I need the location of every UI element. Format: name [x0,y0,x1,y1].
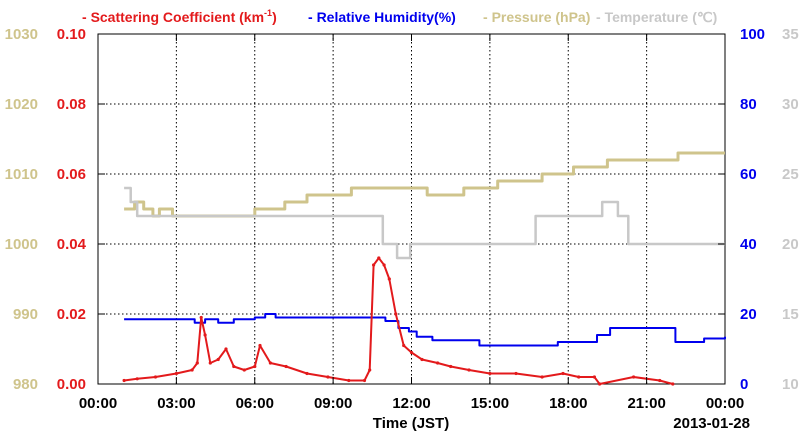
data-point-scattering [122,378,126,383]
temperature-tick-label: 15 [782,306,799,323]
data-point-scattering [598,382,602,386]
x-tick-labels: 00:00 03:00 06:00 09:00 12:00 15:00 18:00 21:00… [79,395,744,412]
scattering-tick-label: 0.00 [57,376,86,393]
humidity-tick-label: 60 [740,166,757,183]
humidity-tick-label: 80 [740,96,757,113]
data-point-scattering [224,347,228,351]
series-layer [122,151,726,386]
pressure-tick-label: 1030 [5,26,38,43]
temperature-tick-label: 20 [782,236,799,253]
data-point-scattering [377,256,381,260]
data-point-scattering [387,277,391,281]
x-axis-label: Time (JST) [373,415,449,432]
data-point-scattering [540,375,544,379]
data-point-scattering [488,371,492,376]
tick-marks [97,33,726,385]
legend-pressure: - Pressure (hPa) [483,9,590,25]
x-tick-label: 03:00 [157,395,195,412]
scattering-tick-label: 0.10 [57,26,86,43]
data-point-scattering [368,368,372,372]
humidity-tick-label: 0 [740,376,748,393]
data-point-scattering [190,368,194,372]
x-tick-label: 00:00 [706,395,744,412]
pressure-tick-label: 1000 [5,236,38,253]
data-point-scattering [394,312,398,316]
data-point-scattering [135,377,139,381]
data-point-scattering [436,361,440,365]
series-line-temperature [124,186,725,260]
data-point-scattering [305,371,309,376]
data-point-scattering [514,371,518,376]
x-tick-label: 06:00 [236,395,274,412]
humidity-tick-label: 20 [740,306,757,323]
scattering-tick-label: 0.06 [57,166,86,183]
data-point-scattering [362,378,367,383]
series-pressure [124,151,725,218]
data-point-scattering [577,375,581,379]
data-point-scattering [174,371,178,376]
series-scattering [122,256,675,386]
data-point-scattering [658,378,662,383]
data-point-scattering [242,368,246,372]
scattering-tick-label: 0.02 [57,306,86,323]
scattering-tick-label: 0.04 [57,236,87,253]
data-point-scattering [326,375,330,379]
data-point-scattering [195,361,199,365]
date-label: 2013-01-28 [673,415,750,432]
data-point-scattering [208,361,212,365]
series-humidity [124,313,726,347]
scattering-tick-label: 0.08 [57,96,86,113]
y-tick-labels: 0.000.020.040.060.080.109809901000101010… [5,26,799,393]
series-line-scattering [123,257,674,385]
temperature-tick-label: 35 [782,26,799,43]
data-point-scattering [632,375,636,379]
data-point-scattering [284,364,288,369]
x-tick-label: 00:00 [79,395,117,412]
data-point-scattering [153,375,158,379]
x-tick-label: 09:00 [314,395,352,412]
temperature-tick-label: 25 [782,166,799,183]
pressure-tick-label: 990 [13,306,38,323]
humidity-tick-label: 40 [740,236,757,253]
x-tick-label: 18:00 [549,395,587,412]
data-point-scattering [268,361,272,365]
data-point-scattering [402,343,406,348]
x-tick-label: 21:00 [627,395,665,412]
data-point-scattering [382,263,386,267]
data-point-scattering [347,378,351,383]
series-temperature [124,186,725,260]
data-point-scattering [449,364,453,369]
data-point-scattering [671,382,675,386]
data-point-scattering [592,375,597,379]
data-point-scattering [420,357,424,362]
series-line-humidity [124,313,726,347]
data-point-scattering [372,263,376,267]
series-line-pressure [124,151,725,218]
humidity-tick-label: 100 [740,26,765,43]
temperature-tick-label: 30 [782,96,799,113]
pressure-tick-label: 980 [13,376,38,393]
data-point-scattering [467,368,471,372]
pressure-tick-label: 1020 [5,96,38,113]
data-point-scattering [216,357,220,362]
data-point-scattering [409,350,414,355]
legend-humidity: - Relative Humidity(%) [308,9,456,25]
legend: - Scattering Coefficient (km-1) - Relati… [82,8,717,25]
legend-scattering: - Scattering Coefficient (km-1) [82,8,277,25]
data-point-scattering [232,364,236,369]
data-point-scattering [203,333,207,337]
x-tick-label: 12:00 [392,395,430,412]
x-tick-label: 15:00 [471,395,509,412]
pressure-tick-label: 1010 [5,166,38,183]
data-point-scattering [561,371,565,376]
data-point-scattering [258,343,262,348]
temperature-tick-label: 10 [782,376,799,393]
data-point-scattering [199,315,203,320]
data-point-scattering [253,364,257,369]
legend-temperature: - Temperature (℃) [596,9,717,25]
